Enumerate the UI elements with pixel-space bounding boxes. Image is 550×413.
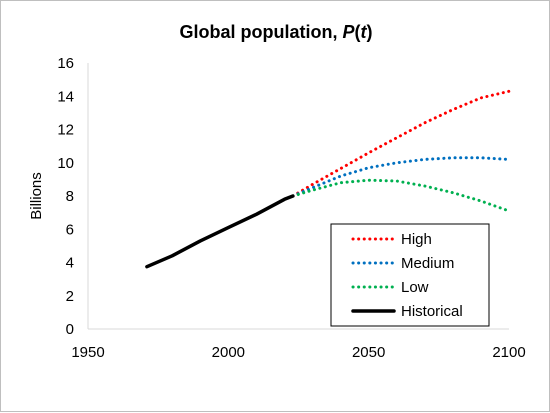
y-tick-label: 0: [66, 321, 74, 338]
y-tick-label: 4: [66, 255, 74, 272]
series-line-low: [291, 178, 511, 213]
x-tick-label: 1950: [71, 344, 104, 361]
y-tick-label: 16: [57, 55, 74, 72]
series-line-historical: [145, 194, 295, 269]
legend-label-high: High: [401, 231, 432, 248]
chart-title: Global population, P(t): [180, 22, 373, 42]
x-tick-labels: 1950 2000 2050 2100: [71, 344, 525, 361]
y-tick-label: 2: [66, 288, 74, 305]
series-line-medium: [291, 156, 511, 198]
title-arg: t: [361, 22, 368, 42]
legend-label-historical: Historical: [401, 303, 463, 320]
legend-box: [330, 223, 490, 327]
legend-label-medium: Medium: [401, 255, 454, 272]
title-open-paren: (: [355, 22, 361, 42]
title-var: P: [342, 22, 355, 42]
series-layer: [145, 89, 511, 269]
x-tick-label: 2050: [352, 344, 385, 361]
series-line-high: [291, 89, 511, 198]
y-tick-label: 6: [66, 221, 74, 238]
x-tick-label: 2100: [492, 344, 525, 361]
legend-label-low: Low: [401, 279, 429, 296]
y-tick-label: 10: [57, 155, 74, 172]
legend-items: High Medium Low Historical: [351, 231, 463, 320]
x-tick-label: 2000: [212, 344, 245, 361]
y-tick-labels: 0 2 4 6 8 10 12 14 16: [57, 55, 74, 338]
title-close-paren: ): [367, 22, 373, 42]
legend: High Medium Low Historical: [330, 223, 490, 327]
title-main: Global population,: [180, 22, 343, 42]
y-axis-label: Billions: [28, 172, 45, 220]
y-tick-label: 14: [57, 88, 74, 105]
y-tick-label: 12: [57, 122, 74, 139]
y-tick-label: 8: [66, 188, 74, 205]
